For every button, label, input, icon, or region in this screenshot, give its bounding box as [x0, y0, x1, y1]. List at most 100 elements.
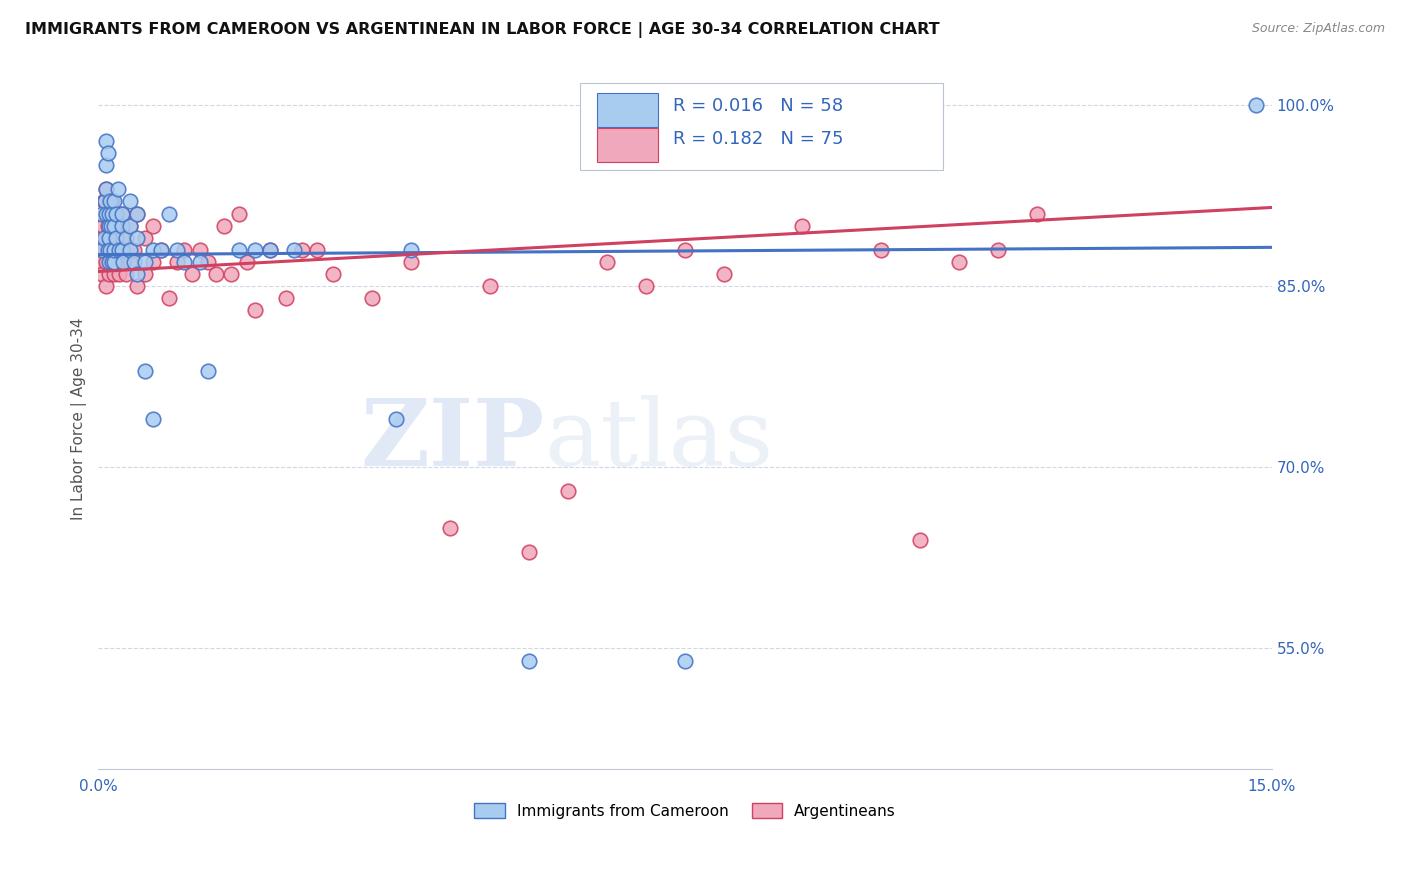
Point: [91, 267, 114, 281]
Point: [204, 267, 226, 281]
Point: [93, 194, 115, 209]
Text: R = 0.182   N = 75: R = 0.182 N = 75: [673, 130, 844, 148]
Point: [634, 279, 657, 293]
Point: [101, 206, 124, 220]
Point: [93, 194, 115, 209]
Point: [118, 194, 141, 209]
Point: [111, 230, 134, 244]
Point: [134, 363, 156, 377]
Point: [228, 243, 250, 257]
Point: [114, 230, 136, 244]
Point: [197, 255, 219, 269]
Point: [97, 219, 120, 233]
Point: [596, 255, 619, 269]
Point: [291, 243, 314, 257]
Point: [792, 219, 814, 233]
Point: [96, 182, 118, 196]
Bar: [598, 93, 658, 127]
Point: [98, 194, 121, 209]
Point: [98, 230, 121, 244]
Point: [112, 255, 135, 269]
Point: [96, 279, 118, 293]
Point: [149, 243, 172, 257]
Point: [122, 243, 145, 257]
Point: [197, 363, 219, 377]
Point: [127, 279, 149, 293]
Point: [103, 255, 125, 269]
Point: [118, 219, 141, 233]
Point: [103, 219, 125, 233]
Point: [104, 206, 127, 220]
Point: [111, 206, 134, 220]
Point: [96, 206, 118, 220]
Point: [181, 267, 204, 281]
FancyBboxPatch shape: [579, 83, 943, 170]
Point: [127, 230, 149, 244]
Point: [517, 654, 540, 668]
Point: [149, 243, 172, 257]
Point: [243, 303, 266, 318]
Point: [103, 255, 125, 269]
Text: atlas: atlas: [544, 395, 773, 485]
Point: [90, 255, 112, 269]
Point: [112, 243, 135, 257]
Point: [212, 219, 235, 233]
Point: [401, 255, 423, 269]
Point: [97, 267, 120, 281]
Point: [517, 545, 540, 559]
Point: [100, 219, 122, 233]
Point: [221, 267, 243, 281]
Point: [98, 206, 121, 220]
Point: [98, 243, 121, 257]
Point: [101, 194, 124, 209]
Text: ZIP: ZIP: [360, 395, 544, 485]
Point: [118, 219, 141, 233]
Point: [166, 243, 188, 257]
Point: [439, 521, 461, 535]
Point: [384, 412, 406, 426]
Point: [103, 267, 125, 281]
Point: [90, 230, 112, 244]
Point: [673, 654, 696, 668]
Text: Source: ZipAtlas.com: Source: ZipAtlas.com: [1251, 22, 1385, 36]
Point: [122, 255, 145, 269]
Point: [713, 267, 735, 281]
Point: [274, 291, 297, 305]
Point: [111, 243, 134, 257]
Text: IMMIGRANTS FROM CAMEROON VS ARGENTINEAN IN LABOR FORCE | AGE 30-34 CORRELATION C: IMMIGRANTS FROM CAMEROON VS ARGENTINEAN …: [25, 22, 941, 38]
Point: [105, 243, 128, 257]
Point: [228, 206, 250, 220]
Point: [97, 219, 120, 233]
Point: [127, 206, 149, 220]
Point: [157, 206, 180, 220]
Point: [100, 219, 122, 233]
Point: [166, 255, 188, 269]
Point: [127, 267, 149, 281]
Point: [96, 255, 118, 269]
Point: [361, 291, 384, 305]
Point: [401, 243, 423, 257]
Point: [98, 194, 121, 209]
Point: [107, 267, 129, 281]
Point: [103, 230, 125, 244]
Point: [96, 182, 118, 196]
Point: [1026, 206, 1049, 220]
Point: [173, 255, 195, 269]
Point: [322, 267, 344, 281]
Point: [557, 484, 579, 499]
Point: [118, 255, 141, 269]
Point: [98, 230, 121, 244]
Point: [103, 206, 125, 220]
Point: [103, 194, 125, 209]
Point: [134, 255, 156, 269]
Point: [259, 243, 281, 257]
Point: [97, 255, 120, 269]
Point: [96, 134, 118, 148]
Point: [948, 255, 970, 269]
Point: [1244, 97, 1267, 112]
Point: [188, 255, 211, 269]
Point: [142, 412, 165, 426]
Point: [108, 243, 131, 257]
Point: [908, 533, 931, 547]
Point: [97, 146, 120, 161]
